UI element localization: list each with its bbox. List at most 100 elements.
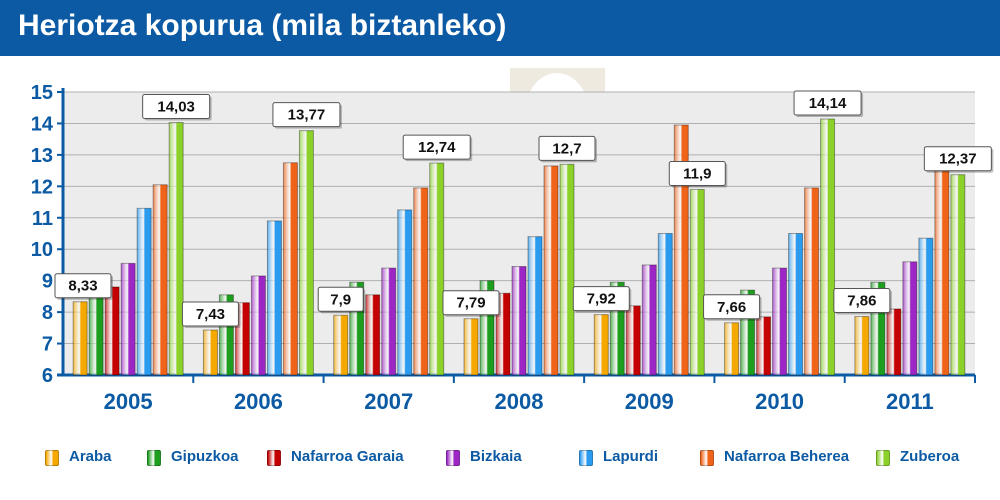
svg-text:12,37: 12,37	[939, 151, 977, 168]
bar-zuberoa-2007	[429, 162, 445, 376]
legend: Araba Gipuzkoa Nafarroa Garaia Bizkaia Lapur…	[0, 444, 1000, 470]
legend-swatch	[45, 450, 59, 466]
bar-nafarroa-beherea-2008	[543, 165, 559, 376]
data-label-araba-2010: 7,66	[703, 294, 762, 321]
axes: 6 7 8 9 10 11 12 13 14 15 2005 2006 2007 2008 2009 2010…	[31, 82, 976, 414]
bar-lapurdi-2009	[657, 233, 673, 376]
bar-nafarroa-garaia-2007	[365, 294, 381, 376]
bar-araba-2009	[593, 314, 609, 376]
svg-text:7,79: 7,79	[456, 295, 485, 312]
bar-nafarroa-garaia-2009	[625, 305, 641, 376]
bar-lapurdi-2006	[266, 220, 282, 376]
bar-bizkaia-2006	[250, 275, 266, 376]
legend-swatch	[579, 450, 593, 466]
svg-text:11,9: 11,9	[683, 165, 711, 182]
legend-swatch	[147, 450, 161, 466]
svg-text:7,66: 7,66	[717, 299, 746, 316]
x-tick-label: 2005	[104, 389, 153, 414]
bar-zuberoa-2010	[820, 118, 836, 376]
x-tick-label: 2009	[625, 389, 674, 414]
bars	[72, 118, 966, 376]
data-label-zuberoa-2008: 12,7	[538, 135, 597, 163]
bar-araba-2005	[72, 301, 88, 376]
legend-label: Lapurdi	[603, 448, 658, 465]
bar-nafarroa-garaia-2010	[756, 316, 772, 376]
bar-zuberoa-2006	[298, 130, 314, 376]
bar-nafarroa-beherea-2005	[152, 184, 168, 376]
y-tick-label: 12	[31, 176, 53, 198]
y-tick-label: 9	[42, 271, 53, 293]
bar-araba-2008	[463, 318, 479, 376]
y-tick-label: 15	[31, 82, 53, 104]
bar-bizkaia-2005	[120, 262, 136, 376]
y-tick-label: 13	[31, 145, 53, 167]
svg-text:12,74: 12,74	[418, 139, 456, 156]
legend-label: Nafarroa Beherea	[724, 448, 850, 465]
bar-zuberoa-2011	[950, 174, 966, 376]
data-label-araba-2006: 7,43	[181, 301, 241, 329]
x-tick-label: 2007	[364, 389, 413, 414]
svg-text:7,43: 7,43	[196, 306, 225, 323]
svg-text:7,9: 7,9	[330, 291, 351, 308]
legend-label: Bizkaia	[470, 448, 522, 465]
x-tick-label: 2011	[886, 389, 934, 414]
y-tick-label: 14	[31, 113, 54, 135]
chart-title: Heriotza kopurua (mila biztanleko)	[18, 9, 507, 42]
bar-nafarroa-garaia-2011	[886, 308, 902, 376]
title-bar: Heriotza kopurua (mila biztanleko)	[0, 0, 1000, 56]
legend-label: Araba	[69, 448, 112, 465]
y-tick-label: 10	[31, 239, 53, 261]
svg-text:14,03: 14,03	[157, 99, 195, 116]
bar-lapurdi-2007	[397, 209, 413, 376]
legend-label: Gipuzkoa	[171, 448, 239, 465]
svg-text:7,92: 7,92	[587, 291, 616, 308]
y-tick-label: 11	[32, 208, 53, 230]
x-tick-label: 2006	[234, 389, 283, 414]
bar-zuberoa-2008	[559, 163, 575, 376]
x-tick-label: 2010	[755, 389, 804, 414]
data-label-zuberoa-2007: 12,74	[402, 134, 473, 162]
bar-bizkaia-2007	[381, 267, 397, 376]
svg-text:13,77: 13,77	[288, 107, 326, 124]
data-label-zuberoa-2010: 14,14	[793, 90, 864, 118]
bar-araba-2010	[724, 322, 740, 376]
data-label-zuberoa-2011: 12,37	[923, 146, 994, 173]
legend-label: Zuberoa	[900, 448, 960, 465]
legend-swatch	[267, 450, 281, 466]
data-label-zuberoa-2006: 13,77	[272, 102, 342, 129]
bar-nafarroa-beherea-2007	[413, 187, 429, 376]
bar-nafarroa-garaia-2005	[104, 286, 120, 376]
x-tick-label: 2008	[495, 389, 544, 414]
bar-bizkaia-2010	[772, 267, 788, 376]
bar-nafarroa-beherea-2009	[673, 124, 689, 376]
data-label-araba-2011: 7,86	[833, 288, 892, 315]
svg-text:14,14: 14,14	[809, 95, 847, 112]
data-label-araba-2009: 7,92	[572, 286, 632, 313]
bar-lapurdi-2010	[788, 233, 804, 376]
data-label-araba-2005: 8,33	[54, 273, 113, 300]
bar-zuberoa-2009	[689, 188, 705, 376]
bar-zuberoa-2005	[168, 122, 184, 376]
y-tick-label: 8	[42, 302, 53, 324]
bar-lapurdi-2005	[136, 207, 152, 376]
svg-text:7,86: 7,86	[847, 293, 876, 310]
bar-bizkaia-2008	[511, 266, 527, 376]
bar-lapurdi-2008	[527, 236, 543, 376]
bar-nafarroa-beherea-2006	[282, 162, 298, 376]
legend-swatch	[876, 450, 890, 466]
legend-swatch	[446, 450, 460, 466]
y-tick-label: 6	[42, 365, 53, 387]
data-label-zuberoa-2009: 11,9	[668, 160, 728, 188]
bar-araba-2006	[202, 329, 218, 376]
bar-araba-2011	[854, 316, 870, 376]
data-label-araba-2007: 7,9	[317, 286, 366, 314]
data-label-araba-2008: 7,79	[442, 290, 501, 317]
y-tick-label: 7	[42, 334, 53, 356]
bar-nafarroa-garaia-2008	[495, 292, 511, 376]
svg-text:8,33: 8,33	[68, 278, 97, 295]
bar-nafarroa-beherea-2010	[804, 187, 820, 376]
bar-bizkaia-2009	[641, 264, 657, 376]
data-labels: 8,33 7,43 7,9 7,79 7,92 7,66 7,86 14,03 13,77 12,…	[54, 90, 994, 329]
bar-araba-2007	[333, 314, 349, 376]
